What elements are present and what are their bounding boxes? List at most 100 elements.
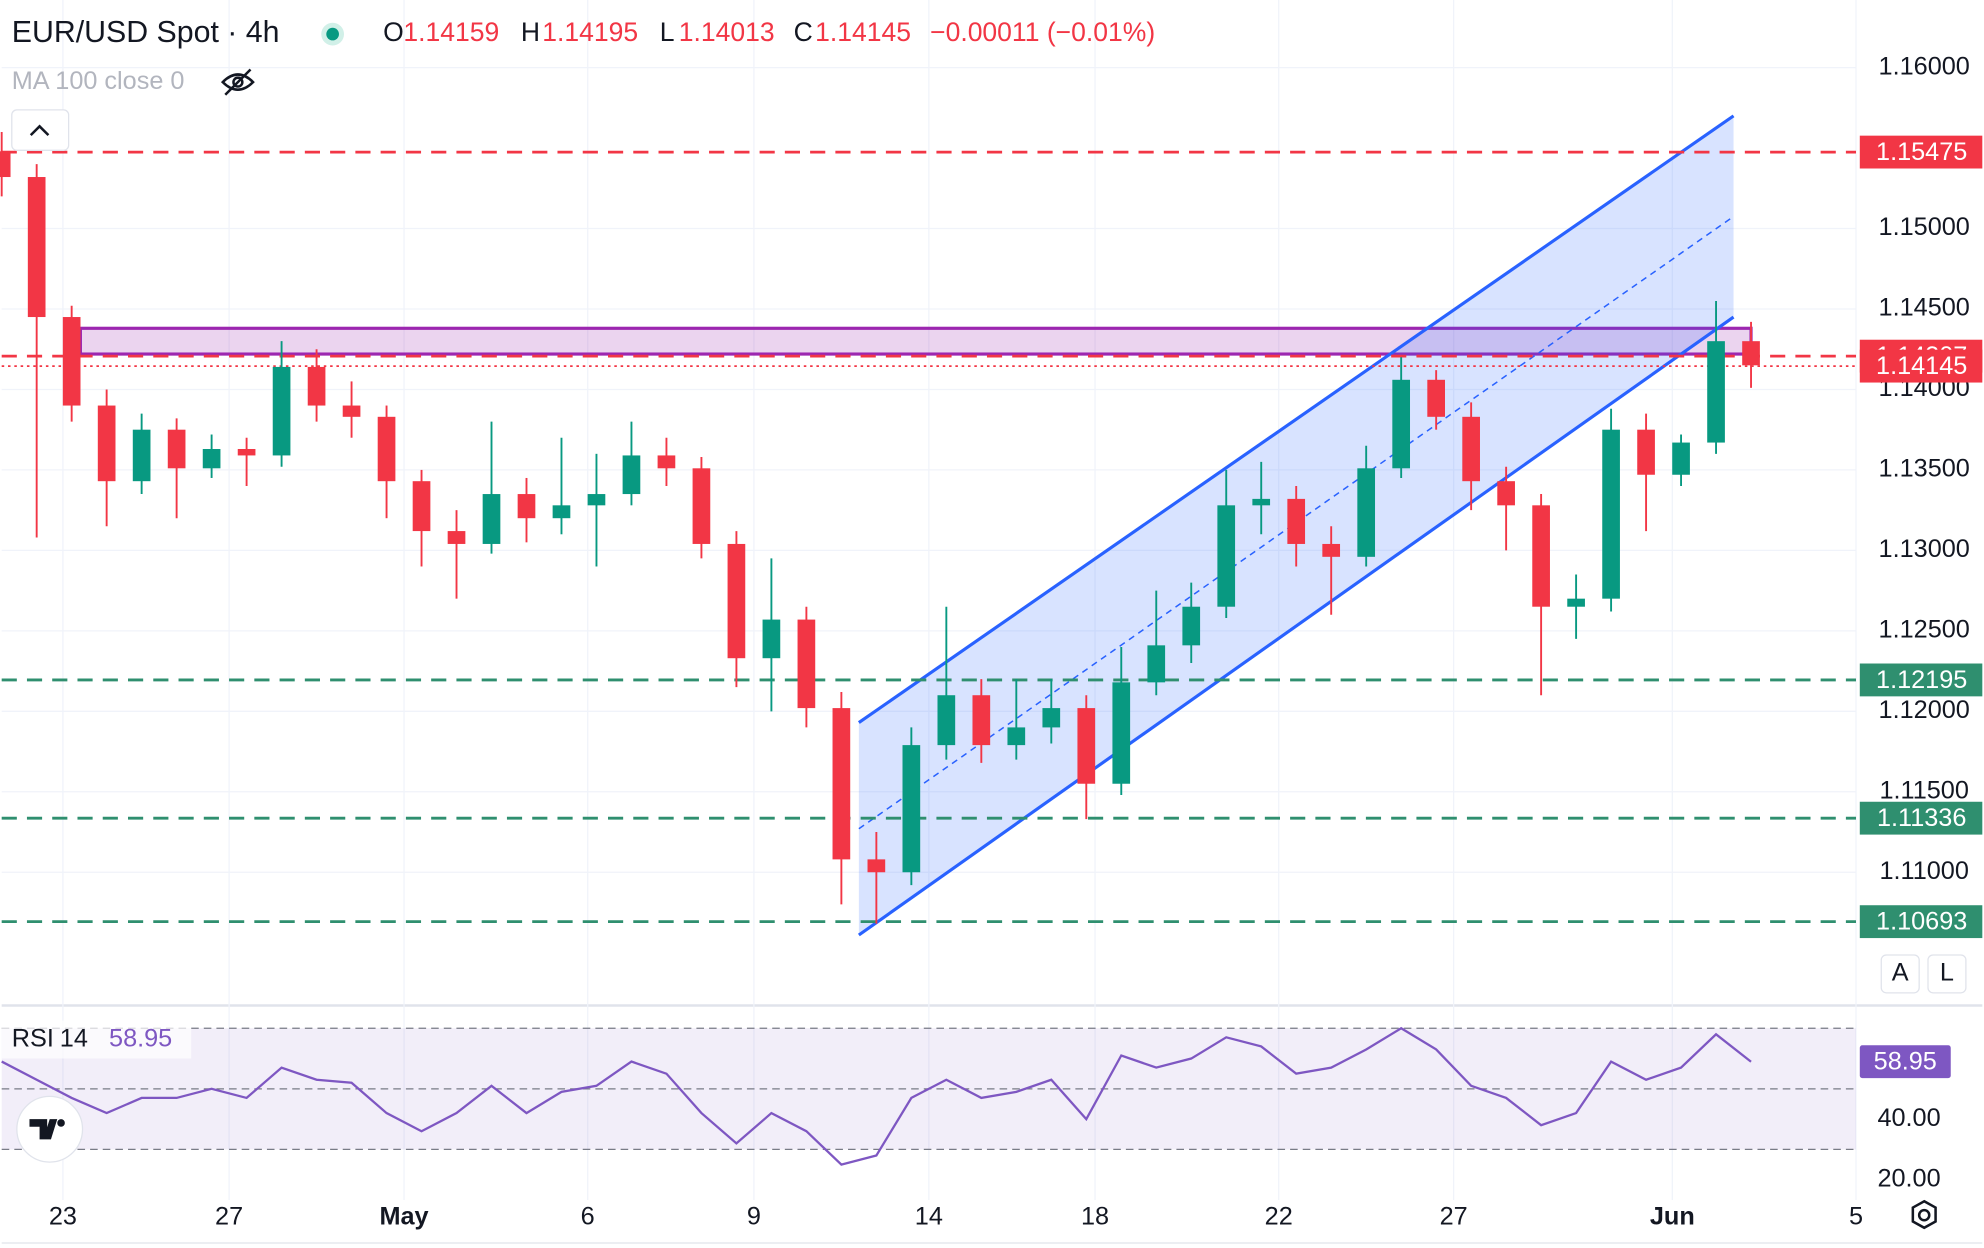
x-tick-label: 18 (1081, 1202, 1109, 1230)
x-tick-label: 5 (1849, 1202, 1863, 1230)
candle-body (272, 366, 291, 456)
candle-body (937, 695, 956, 746)
candle-body (377, 416, 396, 482)
candle-body (1182, 606, 1201, 646)
candle-body (762, 619, 781, 659)
auto-scale-button[interactable]: A (1892, 959, 1909, 987)
status-dot (326, 27, 339, 41)
candle-body (867, 859, 886, 873)
x-tick-label: 27 (1440, 1202, 1468, 1230)
price-label-bg (1859, 801, 1983, 835)
x-tick-label: 6 (581, 1202, 595, 1230)
candle-body (1427, 379, 1445, 417)
ohlc-value: 1.14013 (679, 17, 775, 47)
price-label: 1.12195 (1876, 666, 1967, 694)
rsi-value-bg (1859, 1045, 1951, 1079)
rsi-name: RSI (12, 1024, 54, 1052)
y-tick-label: 1.16000 (1879, 52, 1970, 80)
ohlc-label: H (521, 17, 540, 47)
candle-body (412, 481, 431, 532)
settings-icon[interactable] (1911, 1199, 1937, 1230)
price-label: 1.15475 (1876, 138, 1967, 166)
button-frame[interactable] (1927, 954, 1967, 994)
candle-body (0, 151, 11, 178)
y-tick-label: 1.15000 (1879, 213, 1970, 241)
ohlc-value: 1.14159 (403, 17, 499, 47)
candle-body (167, 429, 186, 469)
candle-body (237, 448, 256, 456)
candle-body (1637, 429, 1655, 475)
x-tick-label: 22 (1265, 1202, 1293, 1230)
candle-body (1077, 708, 1096, 784)
candle-body (132, 429, 151, 482)
y-tick-label: 1.11000 (1880, 857, 1969, 885)
candle-body (552, 505, 571, 519)
rsi-line (1, 1026, 1752, 1166)
rsi-tick-label: 40.00 (1877, 1104, 1940, 1132)
candle-body (1602, 429, 1620, 599)
y-tick-label: 1.13500 (1879, 455, 1970, 483)
x-tick-label: May (379, 1202, 428, 1230)
button-frame[interactable] (1880, 954, 1920, 994)
price-label-bg (1859, 663, 1983, 697)
candle-body (517, 494, 536, 519)
candle-body (62, 317, 81, 406)
y-tick-label: 1.13000 (1879, 535, 1970, 563)
price-label-bg (1859, 349, 1983, 383)
rsi-current-text: 58.95 (109, 1024, 172, 1052)
symbol-title: EUR/USD Spot · 4h (12, 16, 280, 49)
y-tick-label: 1.12000 (1879, 696, 1970, 724)
rsi-label-bg (1, 1020, 192, 1059)
ohlc-label: C (794, 17, 813, 47)
x-tick-label: 14 (915, 1202, 943, 1230)
x-tick-label: Jun (1650, 1202, 1695, 1230)
candle-body (1672, 442, 1690, 475)
price-label-bg (1859, 905, 1983, 939)
channel-mid (858, 215, 1734, 830)
candle-body (587, 494, 606, 506)
candle-body (202, 448, 221, 469)
logo[interactable] (16, 1095, 84, 1163)
collapse-button[interactable] (11, 109, 70, 151)
x-tick-label: 27 (215, 1202, 243, 1230)
ohlc-label: O (383, 17, 404, 47)
candle-body (1742, 341, 1760, 366)
candle-body (797, 619, 816, 709)
ohlc-value: 1.14145 (815, 17, 911, 47)
candle-body (902, 745, 921, 873)
price-label: 1.11336 (1877, 804, 1966, 832)
candle-body (622, 455, 641, 495)
candle-body (97, 405, 116, 482)
price-change: −0.00011 (−0.01%) (930, 17, 1155, 47)
candle-body (447, 531, 466, 544)
rsi-tick-label: 20.00 (1877, 1164, 1940, 1192)
rsi-period: 14 (60, 1024, 88, 1052)
candle-body (727, 543, 746, 659)
indicator-label[interactable]: MA 100 close 0 (12, 67, 185, 95)
candle-body (1567, 598, 1585, 607)
channel-lower (857, 315, 1735, 937)
candle-body (1007, 727, 1026, 746)
candle-body (1112, 682, 1131, 784)
rsi-value-label: 58.95 (1874, 1048, 1937, 1076)
x-tick-label: 23 (49, 1202, 77, 1230)
candle-body (27, 177, 46, 318)
hide-icon[interactable] (220, 68, 255, 96)
ohlc-value: 1.14195 (542, 17, 638, 47)
candle-body (832, 708, 851, 860)
log-scale-button[interactable]: L (1940, 959, 1954, 987)
candle-body (1532, 505, 1550, 607)
candle-body (1217, 505, 1236, 607)
candle-body (1252, 498, 1271, 506)
candle-body (692, 468, 711, 544)
candle-body (1392, 379, 1411, 469)
candle-body (1042, 708, 1061, 728)
candle-body (342, 405, 361, 417)
candle-body (1497, 481, 1515, 506)
price-label: 1.10693 (1876, 908, 1967, 936)
candle-body (1322, 543, 1341, 557)
channel-upper (857, 114, 1735, 724)
